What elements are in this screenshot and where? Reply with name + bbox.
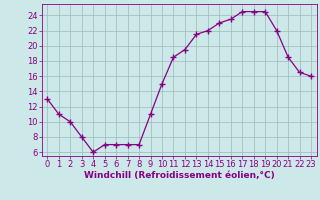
X-axis label: Windchill (Refroidissement éolien,°C): Windchill (Refroidissement éolien,°C) [84, 171, 275, 180]
